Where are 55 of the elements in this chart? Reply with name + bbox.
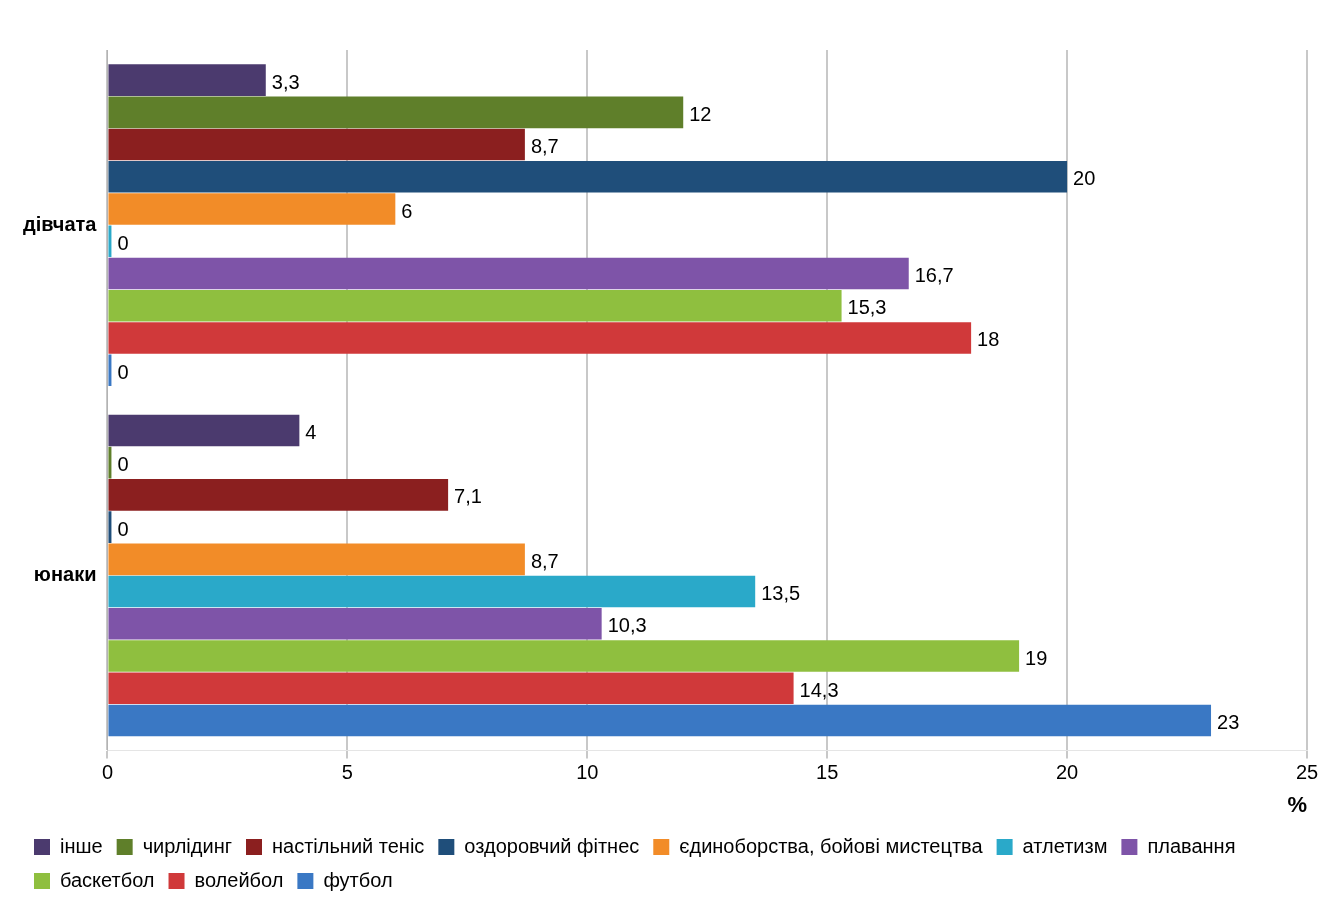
data-label: 16,7: [914, 264, 954, 287]
y-tick-label: юнаки: [33, 562, 97, 585]
x-tick-label: 5: [341, 761, 353, 784]
data-label: 10,3: [607, 614, 647, 637]
bar: [108, 608, 602, 640]
data-label: 18: [977, 328, 1000, 351]
data-label: 23: [1217, 710, 1240, 733]
data-label: 14,3: [799, 678, 839, 701]
x-axis-title: %: [1287, 791, 1307, 817]
legend-label: волейбол: [194, 868, 284, 891]
bar: [108, 414, 300, 447]
bar: [108, 479, 449, 511]
data-label: 8,7: [530, 135, 559, 158]
bar: [108, 128, 525, 161]
bar: [108, 64, 266, 96]
bar: [108, 96, 684, 129]
x-tick-label: 10: [576, 761, 599, 784]
data-label: 0: [117, 360, 129, 383]
legend-label: футбол: [323, 868, 393, 891]
data-label: 12: [689, 102, 712, 125]
data-label: 6: [401, 199, 413, 222]
bar: [108, 289, 842, 322]
data-label: 3,3: [271, 70, 300, 93]
data-label: 8,7: [530, 549, 559, 572]
bar: [108, 543, 525, 576]
legend-label: чирлідинг: [142, 834, 232, 857]
legend-label: оздоровчий фітнес: [464, 834, 640, 857]
legend-label: інше: [60, 834, 103, 857]
x-tick-label: 15: [816, 761, 839, 784]
x-tick-label: 20: [1055, 761, 1079, 784]
x-tick-label: 0: [101, 761, 113, 784]
bar: [108, 672, 794, 705]
y-tick-label: дівчата: [23, 212, 98, 235]
data-label: 0: [117, 231, 129, 254]
legend-label: баскетбол: [60, 868, 155, 891]
bar: [108, 193, 396, 225]
bar: [108, 161, 1068, 193]
data-label: 0: [117, 517, 129, 540]
legend-label: єдиноборства, бойові мистецтва: [679, 834, 984, 857]
legend-label: плавання: [1147, 834, 1236, 857]
data-label: 19: [1025, 646, 1048, 669]
bar: [108, 704, 1212, 737]
data-label: 15,3: [847, 296, 887, 319]
bar: [108, 575, 756, 608]
legend-label: атлетизм: [1022, 834, 1108, 857]
data-label: 0: [117, 453, 129, 476]
bar: [108, 322, 972, 354]
bar: [108, 257, 909, 290]
data-label: 7,1: [454, 485, 482, 508]
data-label: 13,5: [761, 582, 801, 605]
x-tick-label: 25: [1295, 761, 1319, 784]
bar: [108, 640, 1020, 672]
data-label: 4: [305, 420, 317, 443]
legend-label: настільний теніс: [271, 834, 425, 857]
data-label: 20: [1073, 167, 1096, 190]
